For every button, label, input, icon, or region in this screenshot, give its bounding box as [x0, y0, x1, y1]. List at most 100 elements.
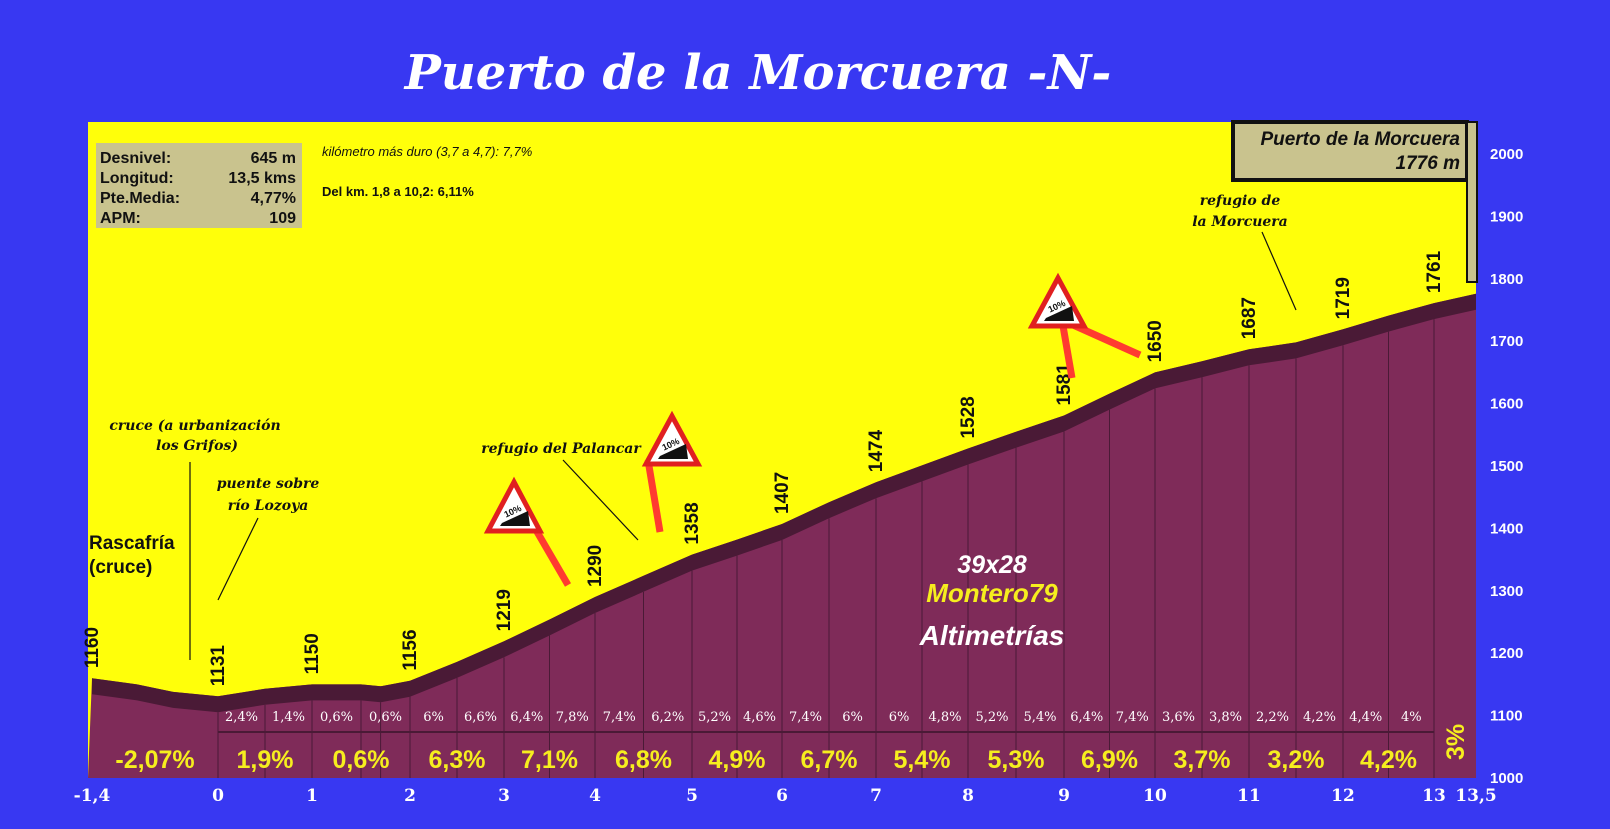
altitude-label: 1474: [866, 430, 887, 473]
y-tick-label: 1300: [1490, 583, 1523, 600]
steep-sign-3: 10%: [1027, 272, 1142, 379]
altitude-label: 1156: [400, 629, 421, 670]
x-tick-label: 0: [212, 786, 224, 806]
puente-note-line2: río Lozoya: [228, 498, 309, 514]
x-tick-label: 3: [498, 786, 510, 806]
cruce-note-line1: cruce (a urbanización: [109, 418, 280, 434]
refugio-morcuera-line1: refugio de: [1200, 193, 1281, 209]
y-tick-label: 1400: [1490, 520, 1523, 537]
km-gradient: 7,1%: [521, 746, 578, 774]
steep-sign-1-slope: [500, 511, 530, 526]
steepest-km-note: kilómetro más duro (3,7 a 4,7): 7,7%: [322, 144, 532, 159]
profile-rim: [92, 293, 1476, 713]
x-tick-label: 13: [1422, 786, 1446, 806]
x-tick-label: 5: [686, 786, 698, 806]
watermark-site: Altimetrías: [919, 620, 1065, 651]
altitude-label: 1528: [958, 396, 979, 438]
stat-value-apm: 109: [269, 210, 296, 227]
y-tick-label: 1200: [1490, 645, 1523, 662]
steep-sign-3-arrow-a: [1058, 319, 1076, 379]
x-tick-label: 7: [870, 786, 882, 806]
x-tick-label: 13,5: [1455, 786, 1496, 806]
palancar-note: refugio del Palancar: [481, 441, 642, 457]
x-tick-label: 1: [306, 786, 318, 806]
altitude-label: 1687: [1239, 297, 1260, 339]
half-km-gradient: 5,2%: [975, 710, 1008, 725]
stretch-note: Del km. 1,8 a 10,2: 6,11%: [322, 184, 474, 199]
half-km-gradient: 4%: [1401, 710, 1422, 725]
y-tick-label: 1500: [1490, 458, 1523, 475]
y-tick-label: 1100: [1490, 708, 1523, 725]
altitude-label: 1131: [208, 645, 229, 687]
half-km-gradient: 0,6%: [369, 710, 402, 725]
half-km-gradient: 5,4%: [1023, 710, 1056, 725]
y-tick-label: 1700: [1490, 333, 1523, 350]
km-gradient: 0,6%: [333, 746, 390, 774]
refugio-morcuera-line2: la Morcuera: [1192, 214, 1288, 230]
puente-note-line1: puente sobre: [217, 476, 320, 492]
km-gradient: 3%: [1442, 724, 1470, 760]
km-gradient: 6,3%: [429, 746, 486, 774]
watermark: 39x28 Montero79 Altimetrías: [919, 551, 1065, 651]
half-km-gradient: 7,4%: [603, 710, 636, 725]
stat-value-desnivel: 645 m: [251, 150, 296, 167]
y-tick-label: 1600: [1490, 396, 1523, 413]
y-tick-label: 2000: [1490, 146, 1523, 163]
puente-leader-line: [217, 517, 259, 601]
steep-sign-1-arrow: [532, 528, 572, 587]
stat-label-apm: APM:: [100, 210, 141, 227]
km-gradient: 5,3%: [988, 746, 1045, 774]
chart-title: Puerto de la Morcuera -N-: [403, 45, 1112, 101]
half-km-gradient: 4,2%: [1303, 710, 1336, 725]
stats-box-background: [96, 143, 302, 228]
x-tick-label: -1,4: [74, 786, 111, 806]
watermark-gear: 39x28: [957, 551, 1027, 579]
summit-name: Puerto de la Morcuera: [1260, 129, 1460, 150]
watermark-author: Montero79: [926, 578, 1058, 608]
altitude-label: 1358: [682, 502, 703, 544]
km-gradient: 3,7%: [1174, 746, 1231, 774]
refugio-morcuera-leader-line: [1261, 231, 1297, 311]
km-gradient: 5,4%: [894, 746, 951, 774]
palancar-leader-line: [562, 459, 639, 541]
altitude-label: 1160: [82, 627, 103, 668]
steep-sign-2-arrow: [644, 459, 664, 533]
x-tick-label: 2: [404, 786, 416, 806]
altitude-label: 1290: [585, 545, 606, 587]
summit-altitude: 1776 m: [1396, 153, 1461, 174]
half-km-gradient: 6,4%: [510, 710, 543, 725]
half-km-gradient: 7,4%: [789, 710, 822, 725]
x-tick-label: 9: [1058, 786, 1070, 806]
y-tick-label: 1800: [1490, 271, 1523, 288]
half-km-gradient: 7,4%: [1116, 710, 1149, 725]
km-gradient: 3,2%: [1268, 746, 1325, 774]
km-gradient: 4,9%: [709, 746, 766, 774]
x-tick-label: 8: [962, 786, 974, 806]
half-km-gradient: 7,8%: [556, 710, 589, 725]
x-tick-label: 6: [776, 786, 788, 806]
start-place-detail: (cruce): [89, 557, 152, 578]
km-gradient: 6,8%: [615, 746, 672, 774]
x-tick-label: 4: [589, 786, 601, 806]
half-km-gradient: 6,2%: [651, 710, 684, 725]
profile-layer: [88, 293, 1476, 778]
annotation-layer: 1160 1131 1150 1156 1219 1290 1358 1407 1474 1528…: [82, 250, 1470, 774]
km-gradient: 1,9%: [237, 746, 294, 774]
altitude-label: 1719: [1333, 277, 1354, 319]
y-tick-label: 1900: [1490, 208, 1523, 225]
axis-layer: 1000110012001300140015001600170018001900…: [74, 146, 1524, 806]
half-km-gradient: 2,2%: [1256, 710, 1289, 725]
y-tick-label: 1000: [1490, 770, 1523, 787]
start-place-name: Rascafría: [89, 533, 175, 554]
x-tick-label: 12: [1331, 786, 1355, 806]
stat-value-longitud: 13,5 kms: [228, 170, 296, 187]
half-km-gradient: 4,8%: [928, 710, 961, 725]
cruce-note-line2: los Grifos): [156, 438, 238, 454]
summit-pole: [1466, 121, 1478, 283]
summit-box: Puerto de la Morcuera 1776 m: [1231, 120, 1478, 283]
stat-label-longitud: Longitud:: [100, 170, 174, 187]
stats-box: Desnivel: 645 m Longitud: 13,5 kms Pte.M…: [96, 143, 302, 228]
steep-sign-3-slope: [1044, 306, 1074, 321]
steep-sign-2: 10%: [641, 410, 703, 533]
stat-label-pte-media: Pte.Media:: [100, 190, 180, 207]
